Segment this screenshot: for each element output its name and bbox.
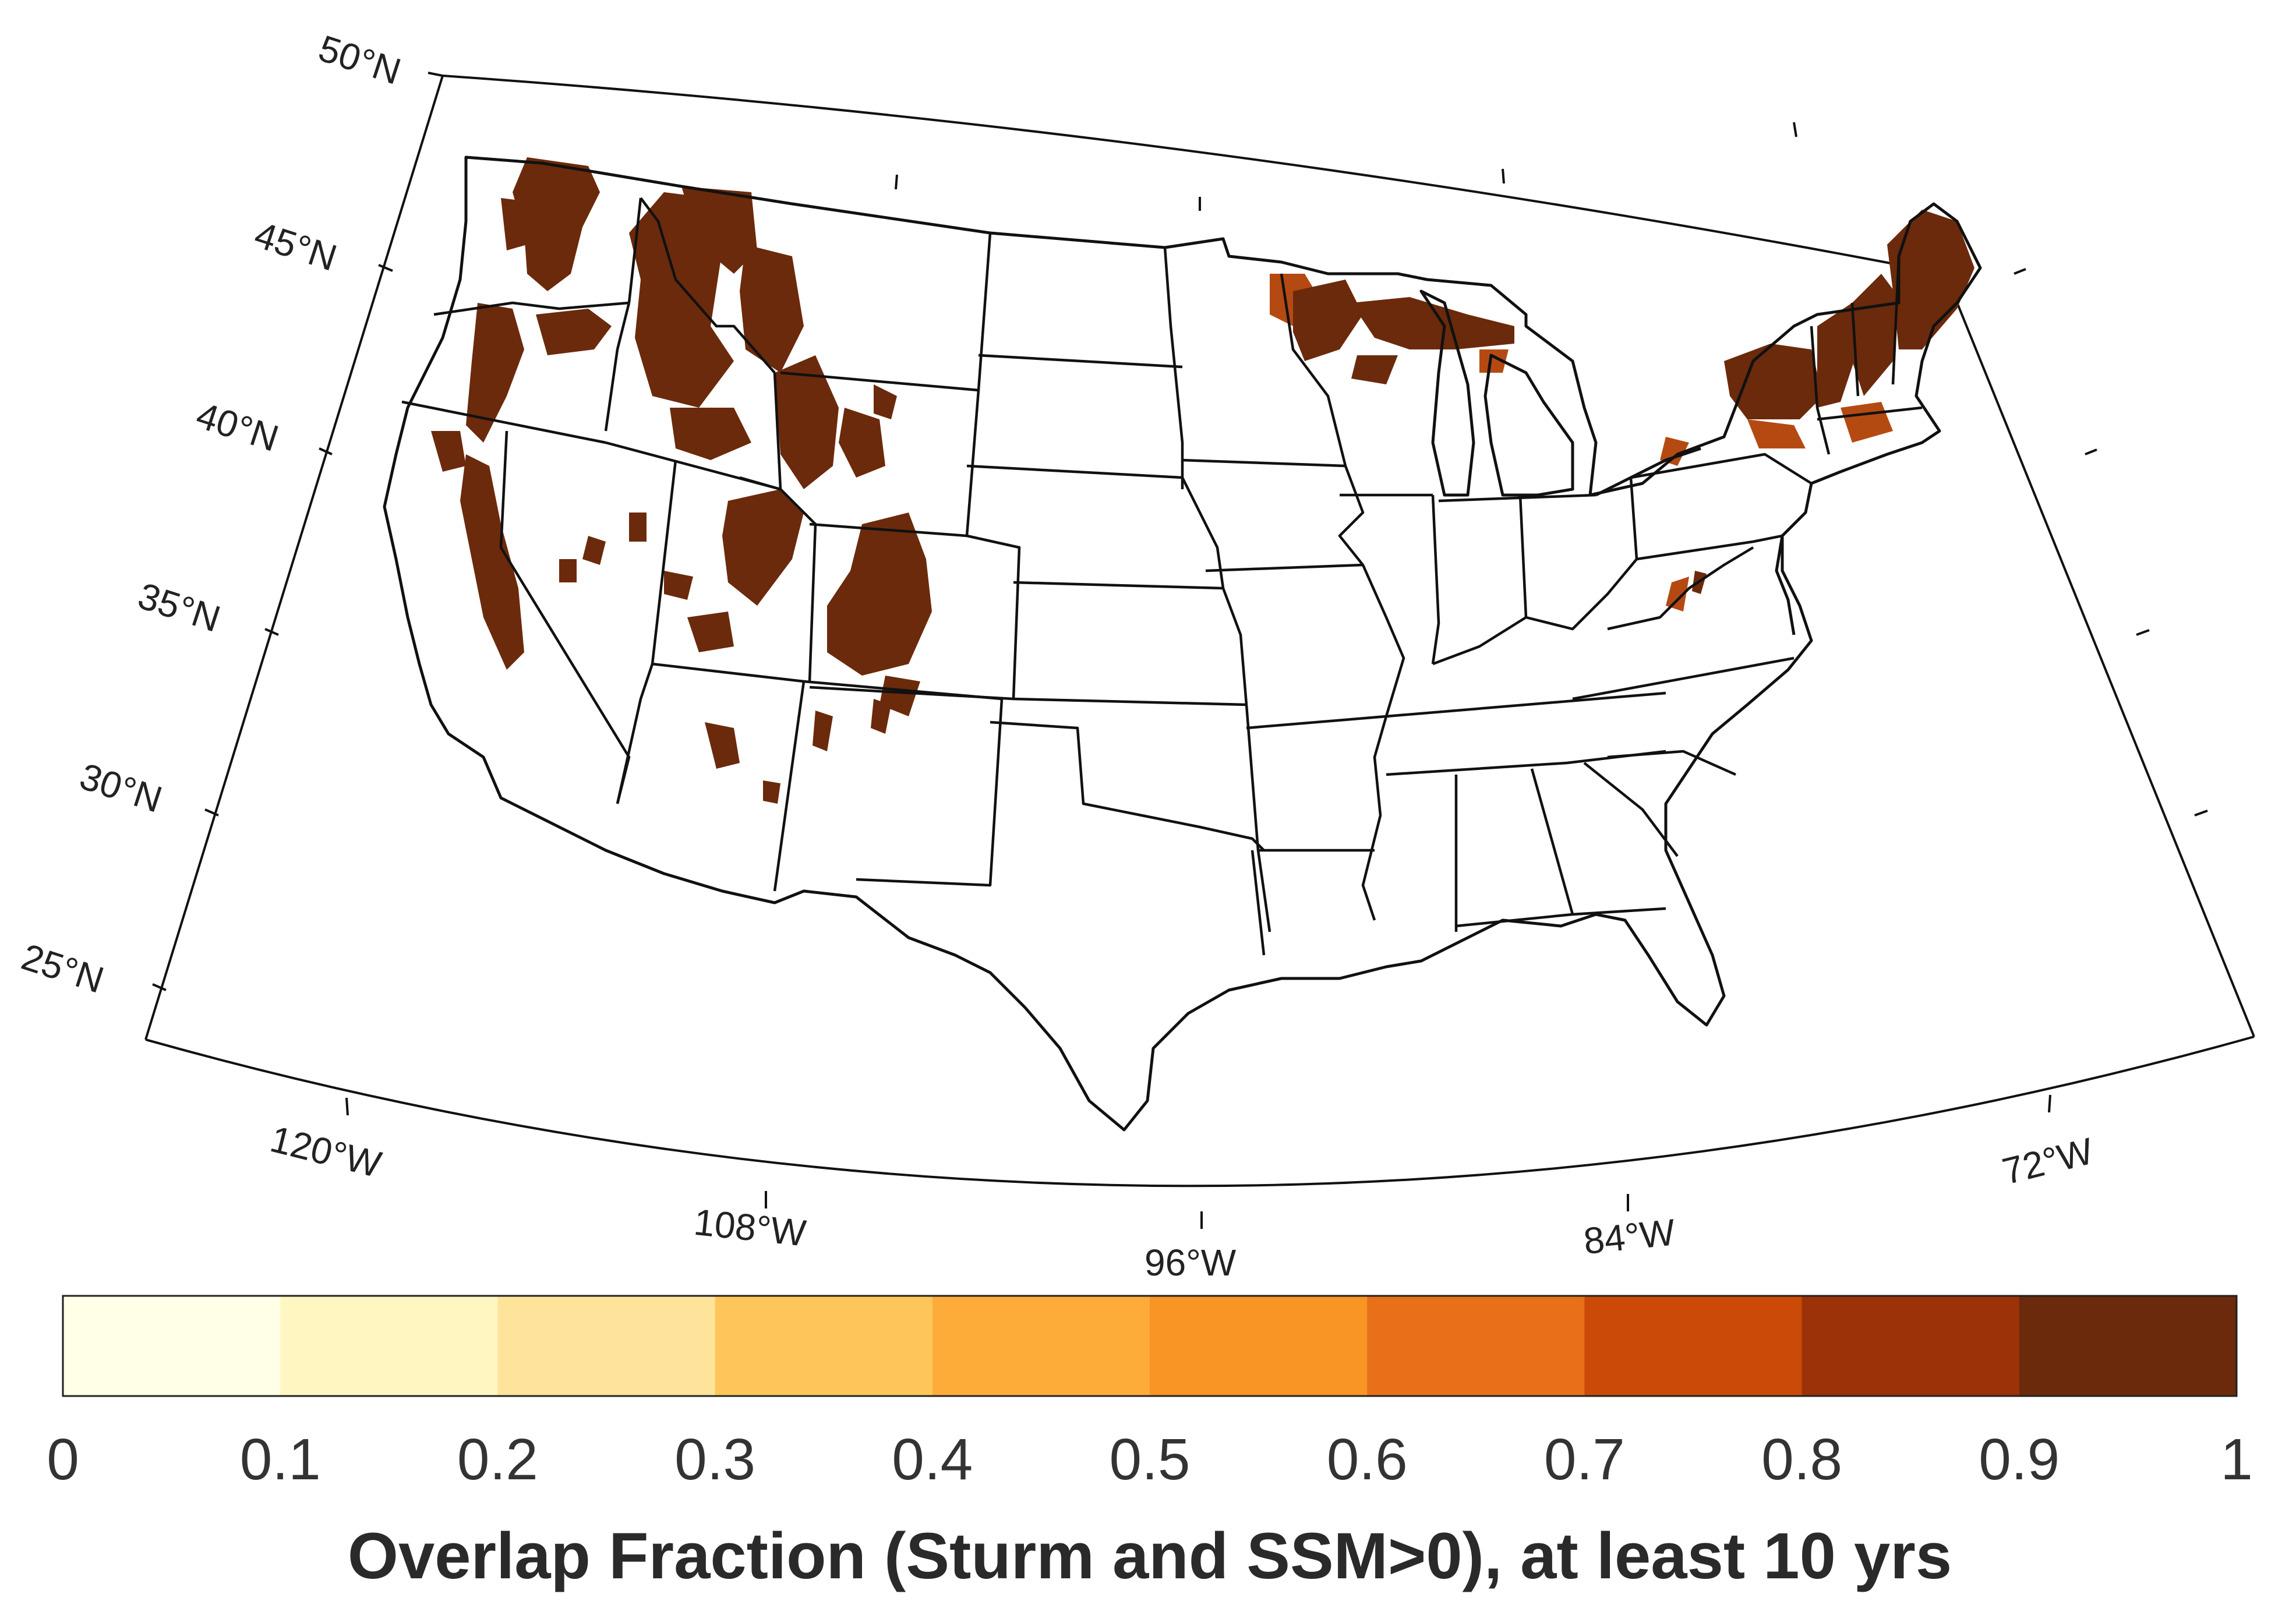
colorbar-tick-label: 0.8 xyxy=(1761,1427,1842,1492)
lake-erie-shore xyxy=(1595,447,1701,497)
colorbar-tick-label: 1 xyxy=(2220,1427,2253,1492)
colorbar-cell xyxy=(715,1296,933,1396)
lat-label-35n: 35°N xyxy=(133,574,225,640)
colorbar-outline xyxy=(62,1295,2238,1397)
overlap-regions xyxy=(431,157,1974,804)
colorbar-tick-labels: 0 0.1 0.2 0.3 0.4 0.5 0.6 0.7 0.8 0.9 1 xyxy=(47,1427,2253,1492)
colorbar-cell xyxy=(1584,1296,1803,1396)
colorbar-tick-label: 0.9 xyxy=(1979,1427,2060,1492)
colorbar: 0 0.1 0.2 0.3 0.4 0.5 0.6 0.7 0.8 0.9 1 Overlap Fr… xyxy=(47,1295,2253,1592)
colorbar-tick-label: 0.3 xyxy=(674,1427,755,1492)
graticule-ticks xyxy=(152,72,2208,1229)
lower-michigan xyxy=(1483,354,1574,497)
lat-label-45n: 45°N xyxy=(250,213,342,279)
map-frame xyxy=(144,75,2255,1188)
colorbar-cells xyxy=(63,1296,2237,1396)
lat-label-30n: 30°N xyxy=(75,755,167,821)
latitude-labels: 50°N 45°N 40°N 35°N 30°N 25°N xyxy=(17,27,406,1001)
colorbar-cell xyxy=(63,1296,281,1396)
colorbar-cell xyxy=(1150,1296,1368,1396)
colorbar-tick-label: 0.4 xyxy=(892,1427,973,1492)
colorbar-cell xyxy=(1802,1296,2020,1396)
colorbar-cell xyxy=(2019,1296,2237,1396)
lon-label-72w: 72°W xyxy=(1998,1130,2098,1193)
colorbar-cell xyxy=(1367,1296,1585,1396)
us-outline xyxy=(383,156,1982,1132)
colorbar-cell xyxy=(280,1296,498,1396)
lat-label-40n: 40°N xyxy=(192,394,284,460)
colorbar-tick-label: 0.5 xyxy=(1109,1427,1190,1492)
colorbar-tick-label: 0.2 xyxy=(457,1427,538,1492)
colorbar-cell xyxy=(932,1296,1150,1396)
colorbar-tick-label: 0.1 xyxy=(240,1427,321,1492)
lon-label-84w: 84°W xyxy=(1581,1211,1677,1262)
colorbar-tick-label: 0.6 xyxy=(1327,1427,1408,1492)
lat-label-50n: 50°N xyxy=(314,27,406,93)
state-boundaries xyxy=(383,156,1982,1132)
lon-label-108w: 108°W xyxy=(692,1201,808,1254)
lake-michigan xyxy=(1419,289,1475,497)
lon-label-120w: 120°W xyxy=(266,1118,386,1186)
colorbar-title: Overlap Fraction (Sturm and SSM>0), at l… xyxy=(348,1519,1952,1592)
lon-label-96w: 96°W xyxy=(1145,1242,1237,1284)
colorbar-cell xyxy=(497,1296,716,1396)
colorbar-tick-label: 0.7 xyxy=(1544,1427,1625,1492)
colorbar-tick-label: 0 xyxy=(47,1427,79,1492)
chesapeake xyxy=(1775,535,1796,635)
lat-label-25n: 25°N xyxy=(17,935,109,1001)
longitude-labels: 120°W 108°W 96°W 84°W 72°W xyxy=(266,1118,2097,1284)
